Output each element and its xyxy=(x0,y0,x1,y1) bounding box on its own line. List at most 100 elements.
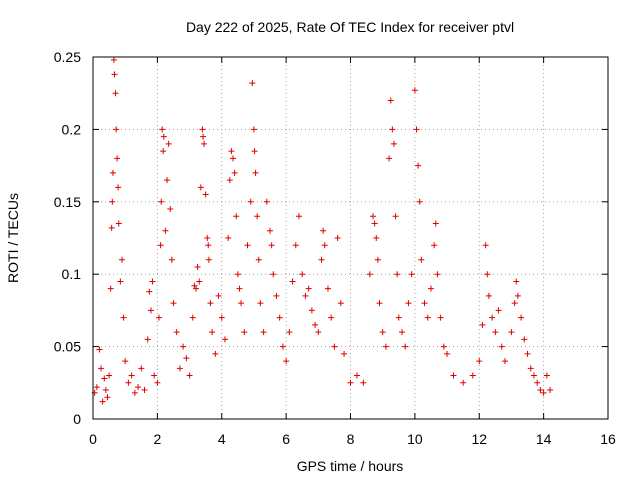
data-point xyxy=(469,372,476,379)
data-point xyxy=(418,256,425,263)
data-point xyxy=(432,220,439,227)
data-point xyxy=(144,336,151,343)
x-tick-label: 0 xyxy=(89,431,97,447)
data-point xyxy=(315,329,322,336)
data-point xyxy=(479,321,486,328)
data-point xyxy=(117,278,124,285)
data-point xyxy=(159,126,166,133)
y-tick-label: 0.15 xyxy=(54,194,81,210)
data-point xyxy=(226,177,233,184)
data-point xyxy=(387,97,394,104)
data-point xyxy=(547,387,554,394)
data-point xyxy=(98,365,105,372)
data-point xyxy=(107,285,114,292)
data-point xyxy=(411,87,418,94)
data-point xyxy=(252,169,259,176)
x-tick-label: 10 xyxy=(407,431,423,447)
data-point xyxy=(543,372,550,379)
data-point xyxy=(402,343,409,350)
data-point xyxy=(302,292,309,299)
data-point xyxy=(374,256,381,263)
chart-title: Day 222 of 2025, Rate Of TEC Index for r… xyxy=(186,19,514,35)
y-tick-label: 0.1 xyxy=(62,266,82,282)
data-point xyxy=(289,278,296,285)
data-point xyxy=(104,394,111,401)
data-point xyxy=(373,235,380,241)
data-point xyxy=(296,213,302,220)
data-point xyxy=(207,300,214,307)
data-point xyxy=(255,256,262,263)
data-point xyxy=(283,358,290,365)
y-tick-label: 0 xyxy=(73,411,81,427)
data-point xyxy=(421,300,428,307)
data-point xyxy=(106,372,113,379)
data-point xyxy=(511,300,518,307)
data-point xyxy=(502,358,508,365)
data-point xyxy=(524,350,531,357)
data-point xyxy=(514,292,521,299)
data-point xyxy=(215,292,222,299)
data-point xyxy=(120,314,127,321)
data-point xyxy=(492,329,499,336)
data-point xyxy=(202,191,209,198)
data-point xyxy=(534,379,541,386)
y-axis-ticks: 0 0.05 0.1 0.15 0.2 0.25 xyxy=(54,49,608,427)
data-point xyxy=(405,300,412,307)
x-tick-label: 14 xyxy=(536,431,552,447)
data-point xyxy=(131,389,138,396)
data-point xyxy=(537,387,544,394)
data-point xyxy=(183,355,190,362)
data-point xyxy=(147,307,154,314)
data-point xyxy=(167,206,174,213)
data-point xyxy=(484,271,491,278)
data-point xyxy=(450,372,457,379)
data-point xyxy=(263,198,270,205)
data-point xyxy=(498,343,505,350)
data-point xyxy=(308,307,315,314)
data-point xyxy=(164,177,171,184)
data-point xyxy=(415,162,422,169)
data-point xyxy=(135,384,142,391)
data-point xyxy=(196,278,203,285)
data-point xyxy=(260,329,267,336)
data-point xyxy=(353,372,360,379)
data-point xyxy=(236,285,243,292)
data-point xyxy=(424,314,431,321)
data-point xyxy=(165,140,172,147)
data-point xyxy=(102,387,109,394)
data-point xyxy=(193,285,199,292)
data-point xyxy=(168,256,175,263)
data-point xyxy=(513,278,520,285)
data-point xyxy=(286,329,293,336)
data-point xyxy=(431,242,438,249)
data-point xyxy=(334,235,341,241)
data-point xyxy=(416,198,423,205)
data-point xyxy=(394,271,401,278)
data-point xyxy=(197,184,204,191)
data-point xyxy=(228,148,235,155)
data-point xyxy=(146,288,153,295)
data-point xyxy=(366,271,373,278)
data-point xyxy=(230,155,237,162)
y-tick-label: 0.2 xyxy=(62,121,82,137)
data-point xyxy=(157,242,164,249)
data-point xyxy=(201,140,208,147)
data-point xyxy=(251,148,258,155)
data-point xyxy=(318,256,325,263)
data-point xyxy=(341,350,348,357)
data-point xyxy=(521,336,528,343)
data-point xyxy=(495,307,502,314)
y-tick-label: 0.25 xyxy=(54,49,81,65)
data-point xyxy=(489,314,496,321)
grid-lines xyxy=(93,57,608,419)
data-point xyxy=(444,350,451,357)
data-point xyxy=(540,389,547,396)
data-point xyxy=(154,379,161,386)
data-point xyxy=(173,329,180,336)
data-point xyxy=(99,398,106,405)
data-point xyxy=(205,256,212,263)
data-point xyxy=(241,329,248,336)
data-point xyxy=(138,365,145,372)
data-point xyxy=(249,80,256,87)
data-point xyxy=(233,213,240,220)
